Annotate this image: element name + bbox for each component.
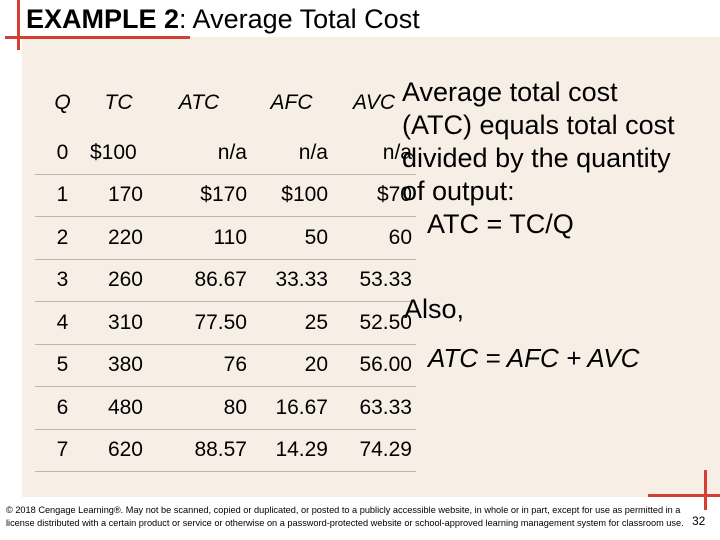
header-atc: ATC bbox=[178, 91, 220, 114]
cell-q: 2 bbox=[35, 216, 90, 260]
table-row: 4 310 77.50 25 52.50 bbox=[35, 301, 416, 345]
cell-afc: 20 bbox=[251, 344, 332, 387]
cell-q: 5 bbox=[35, 344, 90, 387]
table-row: 5 380 76 20 56.00 bbox=[35, 344, 416, 387]
table-row: 0 $100 n/a n/a n/a bbox=[35, 132, 416, 175]
footer-accent-horizontal-line bbox=[648, 494, 720, 497]
cell-avc: $70 bbox=[332, 174, 416, 217]
cell-atc: 80 bbox=[147, 386, 251, 430]
header-tc: TC bbox=[104, 91, 133, 114]
header-afc: AFC bbox=[270, 91, 313, 114]
cell-atc: 77.50 bbox=[147, 301, 251, 345]
cell-tc: $100 bbox=[90, 132, 147, 175]
cost-table: Q TC ATC AFC AVC 0 $100 n/a n/a n/a 1 17… bbox=[35, 74, 416, 472]
cell-tc: 170 bbox=[90, 174, 147, 217]
footer-accent-vertical-line bbox=[704, 470, 707, 510]
cell-afc: 16.67 bbox=[251, 386, 332, 430]
explanation-line: of output: bbox=[402, 176, 515, 206]
cell-tc: 480 bbox=[90, 386, 147, 430]
table-header-row: Q TC ATC AFC AVC bbox=[35, 74, 416, 132]
cell-q: 4 bbox=[35, 301, 90, 345]
cell-avc: n/a bbox=[332, 132, 416, 175]
cell-avc: 52.50 bbox=[332, 301, 416, 345]
cell-atc: $170 bbox=[147, 174, 251, 217]
atc-explanation: Average total cost (ATC) equals total co… bbox=[402, 76, 702, 241]
cell-q: 3 bbox=[35, 259, 90, 302]
page-title: EXAMPLE 2: Average Total Cost bbox=[26, 4, 420, 34]
cell-atc: 88.57 bbox=[147, 429, 251, 472]
cell-q: 7 bbox=[35, 429, 90, 472]
title-accent-horizontal-line bbox=[5, 36, 190, 39]
cell-tc: 220 bbox=[90, 216, 147, 260]
header-q: Q bbox=[54, 91, 71, 114]
table-row: 1 170 $170 $100 $70 bbox=[35, 174, 416, 217]
cell-atc: 86.67 bbox=[147, 259, 251, 302]
cell-afc: 33.33 bbox=[251, 259, 332, 302]
cell-avc: 53.33 bbox=[332, 259, 416, 302]
atc-identity-formula: ATC = AFC + AVC bbox=[428, 343, 640, 373]
title-text: : Average Total Cost bbox=[179, 4, 420, 34]
cell-atc: 110 bbox=[147, 216, 251, 260]
cell-tc: 260 bbox=[90, 259, 147, 302]
copyright-notice: © 2018 Cengage Learning®. May not be sca… bbox=[6, 505, 684, 528]
page-number: 32 bbox=[692, 514, 706, 528]
explanation-line: Average total cost bbox=[402, 77, 618, 107]
cell-avc: 56.00 bbox=[332, 344, 416, 387]
table-row: 7 620 88.57 14.29 74.29 bbox=[35, 429, 416, 472]
cell-afc: 14.29 bbox=[251, 429, 332, 472]
cell-q: 0 bbox=[35, 132, 90, 175]
table-row: 6 480 80 16.67 63.33 bbox=[35, 386, 416, 430]
cell-afc: 50 bbox=[251, 216, 332, 260]
cell-afc: 25 bbox=[251, 301, 332, 345]
atc-formula: ATC = TC/Q bbox=[427, 209, 574, 239]
cell-q: 1 bbox=[35, 174, 90, 217]
also-label: Also, bbox=[404, 294, 465, 324]
cell-atc: 76 bbox=[147, 344, 251, 387]
cell-avc: 60 bbox=[332, 216, 416, 260]
table-row: 3 260 86.67 33.33 53.33 bbox=[35, 259, 416, 302]
cell-afc: n/a bbox=[251, 132, 332, 175]
cell-tc: 620 bbox=[90, 429, 147, 472]
explanation-line: (ATC) equals total cost bbox=[402, 110, 675, 140]
cell-avc: 74.29 bbox=[332, 429, 416, 472]
cell-atc: n/a bbox=[147, 132, 251, 175]
header-avc: AVC bbox=[352, 91, 396, 114]
title-example-label: EXAMPLE 2 bbox=[26, 4, 180, 34]
table-row: 2 220 110 50 60 bbox=[35, 216, 416, 260]
cell-avc: 63.33 bbox=[332, 386, 416, 430]
explanation-line: divided by the quantity bbox=[402, 143, 671, 173]
cell-q: 6 bbox=[35, 386, 90, 430]
cell-tc: 310 bbox=[90, 301, 147, 345]
cell-afc: $100 bbox=[251, 174, 332, 217]
cell-tc: 380 bbox=[90, 344, 147, 387]
title-accent-vertical-line bbox=[17, 0, 20, 50]
